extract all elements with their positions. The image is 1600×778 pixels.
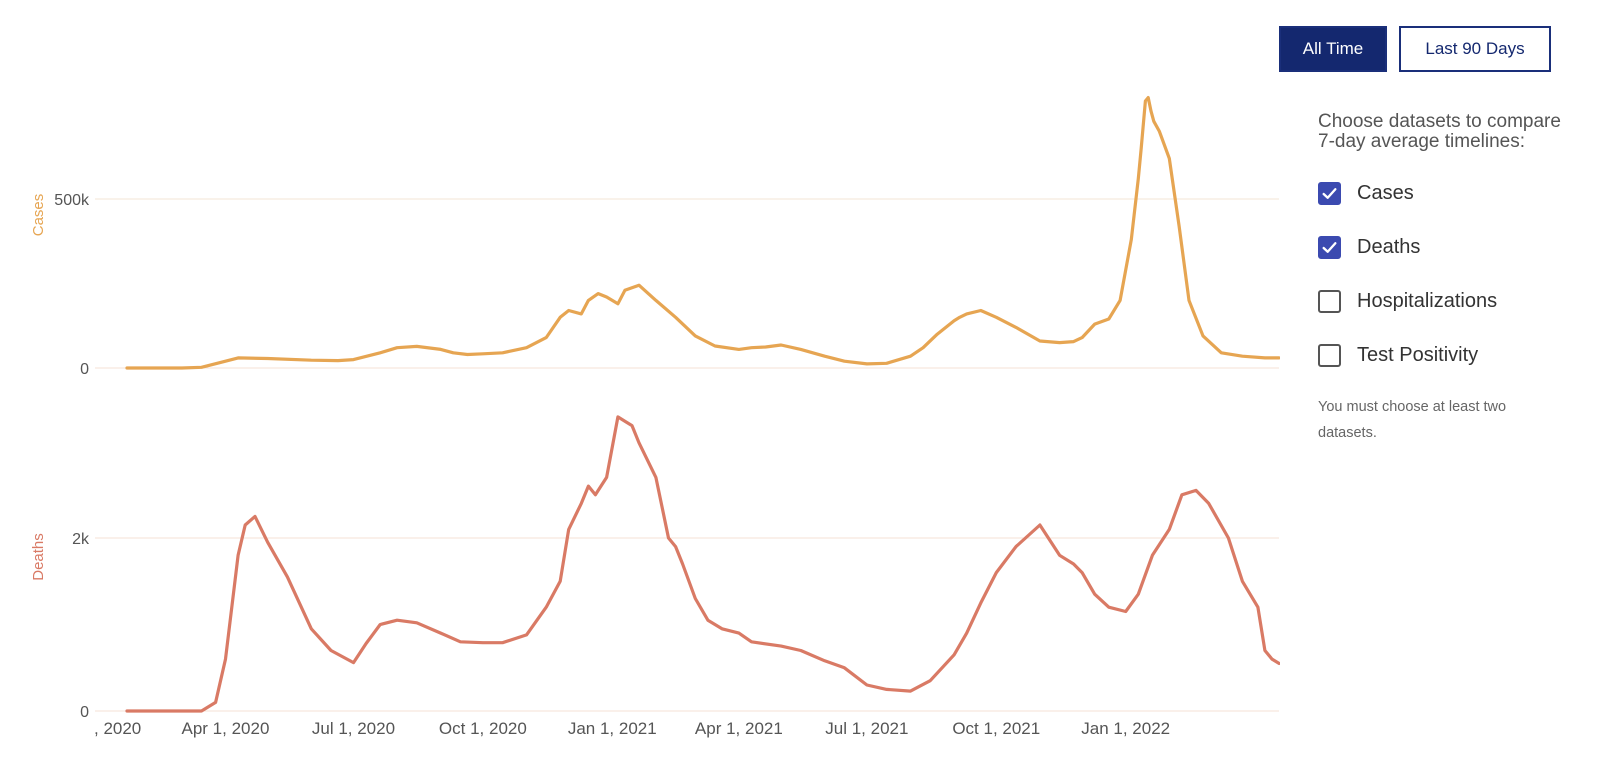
x-tick-label: Jul 1, 2021 xyxy=(825,719,908,738)
x-tick-label: Oct 1, 2021 xyxy=(952,719,1040,738)
dataset-option-hospitalizations[interactable]: Hospitalizations xyxy=(1318,274,1568,328)
dataset-option-label: Cases xyxy=(1357,181,1414,204)
deaths-tick-label-2k: 2k xyxy=(72,531,90,548)
deaths-tick-label-0: 0 xyxy=(80,704,89,721)
x-tick-label: Jan 1, 2021 xyxy=(568,719,657,738)
dataset-selector: Choose datasets to compare 7-day average… xyxy=(1318,112,1568,446)
dataset-option-test-positivity[interactable]: Test Positivity xyxy=(1318,328,1568,382)
timeline-charts: Cases 0 500k Deaths 0 2k , 2020 Apr 1, 2… xyxy=(30,96,1280,738)
dataset-option-cases[interactable]: Cases xyxy=(1318,166,1568,220)
checkbox-checked-icon[interactable] xyxy=(1318,181,1341,205)
checkbox-unchecked-icon[interactable] xyxy=(1318,289,1341,313)
deaths-chart: Deaths 0 2k xyxy=(30,415,1280,721)
x-tick-label: Oct 1, 2020 xyxy=(439,719,527,738)
checkbox-unchecked-icon[interactable] xyxy=(1318,343,1341,367)
cases-tick-label-500k: 500k xyxy=(54,192,90,209)
checkbox-checked-icon[interactable] xyxy=(1318,235,1341,259)
deaths-series-line xyxy=(125,415,1280,713)
cases-tick-label-0: 0 xyxy=(80,361,89,378)
dataset-option-label: Test Positivity xyxy=(1357,343,1479,366)
deaths-axis-label: Deaths xyxy=(30,533,47,581)
x-tick-label: Jul 1, 2020 xyxy=(312,719,395,738)
x-axis: , 2020 Apr 1, 2020 Jul 1, 2020 Oct 1, 20… xyxy=(94,719,1170,738)
x-tick-label: Apr 1, 2021 xyxy=(695,719,783,738)
dataset-option-deaths[interactable]: Deaths xyxy=(1318,220,1568,274)
last-90-days-button[interactable]: Last 90 Days xyxy=(1399,26,1551,72)
cases-axis-label: Cases xyxy=(30,194,47,237)
all-time-button[interactable]: All Time xyxy=(1279,26,1387,72)
x-tick-label: Jan 1, 2022 xyxy=(1081,719,1170,738)
x-tick-label: , 2020 xyxy=(94,719,141,738)
dataset-option-label: Hospitalizations xyxy=(1357,289,1498,312)
x-tick-label: Apr 1, 2020 xyxy=(182,719,270,738)
cases-series-line xyxy=(125,96,1280,370)
dataset-selector-title: Choose datasets to compare 7-day average… xyxy=(1318,111,1561,152)
dataset-option-label: Deaths xyxy=(1357,235,1421,258)
selection-hint: You must choose at least two datasets. xyxy=(1318,399,1507,441)
cases-chart: Cases 0 500k xyxy=(30,96,1280,378)
